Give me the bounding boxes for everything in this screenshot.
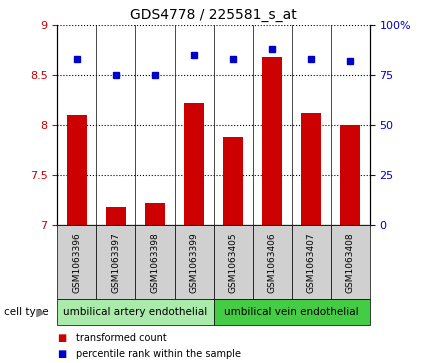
Bar bbox=[292, 225, 331, 299]
Text: GSM1063408: GSM1063408 bbox=[346, 232, 355, 293]
Bar bbox=[262, 57, 282, 225]
Title: GDS4778 / 225581_s_at: GDS4778 / 225581_s_at bbox=[130, 8, 297, 22]
Bar bbox=[301, 113, 321, 225]
Text: GSM1063405: GSM1063405 bbox=[229, 232, 238, 293]
Text: GSM1063399: GSM1063399 bbox=[190, 232, 198, 293]
Bar bbox=[57, 225, 96, 299]
Bar bbox=[252, 225, 292, 299]
Bar bbox=[67, 115, 87, 225]
Text: umbilical artery endothelial: umbilical artery endothelial bbox=[63, 307, 207, 317]
Text: ■: ■ bbox=[57, 333, 67, 343]
Bar bbox=[175, 225, 213, 299]
Bar bbox=[331, 225, 370, 299]
Text: GSM1063406: GSM1063406 bbox=[268, 232, 277, 293]
Bar bbox=[106, 207, 126, 225]
Bar bbox=[340, 125, 360, 225]
Text: GSM1063396: GSM1063396 bbox=[72, 232, 82, 293]
Bar bbox=[57, 299, 213, 325]
Bar bbox=[213, 225, 252, 299]
Bar bbox=[223, 137, 243, 225]
Text: GSM1063407: GSM1063407 bbox=[307, 232, 316, 293]
Text: percentile rank within the sample: percentile rank within the sample bbox=[76, 349, 241, 359]
Text: umbilical vein endothelial: umbilical vein endothelial bbox=[224, 307, 359, 317]
Text: ■: ■ bbox=[57, 349, 67, 359]
Text: ▶: ▶ bbox=[37, 307, 46, 317]
Bar bbox=[213, 299, 370, 325]
Text: cell type: cell type bbox=[4, 307, 49, 317]
Bar bbox=[145, 203, 165, 225]
Bar bbox=[136, 225, 175, 299]
Bar bbox=[184, 103, 204, 225]
Text: GSM1063397: GSM1063397 bbox=[111, 232, 120, 293]
Bar bbox=[96, 225, 136, 299]
Text: GSM1063398: GSM1063398 bbox=[150, 232, 159, 293]
Text: transformed count: transformed count bbox=[76, 333, 167, 343]
